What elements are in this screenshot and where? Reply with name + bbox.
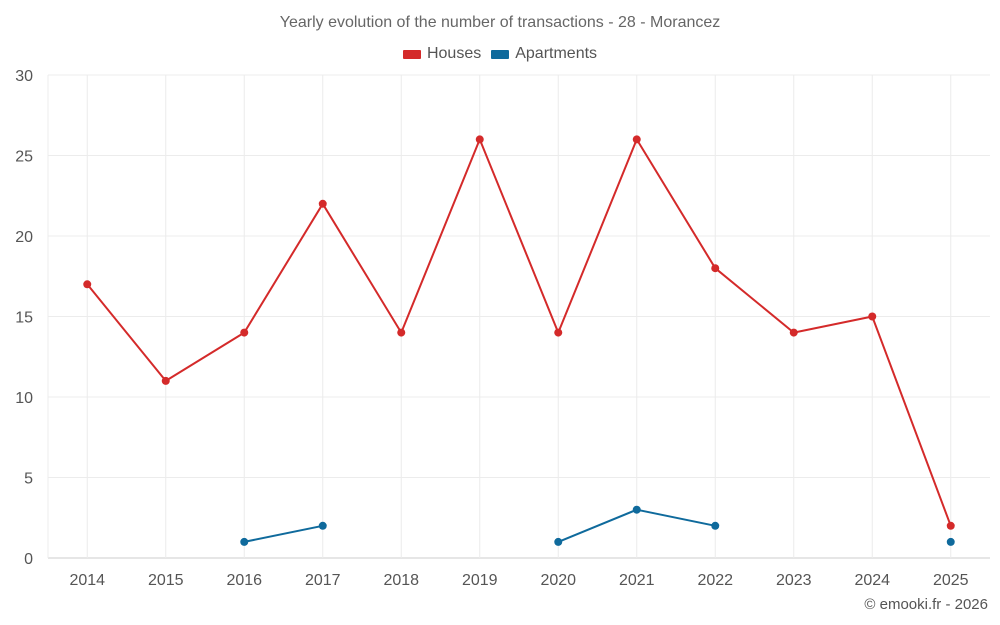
legend-label-apartments: Apartments: [515, 45, 598, 62]
x-tick-label: 2024: [854, 572, 890, 589]
data-point-apartments: [240, 537, 249, 546]
x-tick-label: 2022: [697, 572, 733, 589]
data-point-houses: [554, 328, 563, 337]
x-tick-label: 2021: [619, 572, 655, 589]
legend-item-houses[interactable]: Houses: [402, 45, 482, 63]
y-tick-label: 20: [15, 229, 33, 246]
data-point-apartments: [632, 505, 641, 514]
data-point-houses: [789, 328, 798, 337]
x-tick-label: 2018: [383, 572, 419, 589]
data-point-houses: [240, 328, 249, 337]
legend-label-houses: Houses: [426, 45, 482, 62]
data-point-houses: [711, 264, 720, 273]
legend: Houses Apartments: [0, 45, 1000, 63]
data-point-houses: [161, 376, 170, 385]
x-tick-label: 2023: [776, 572, 812, 589]
y-tick-label: 25: [15, 149, 33, 166]
y-tick-label: 30: [15, 68, 33, 85]
x-tick-label: 2020: [540, 572, 576, 589]
series-line-houses: [86, 138, 952, 527]
data-point-houses: [397, 328, 406, 337]
data-point-houses: [632, 135, 641, 144]
data-point-apartments: [318, 521, 327, 530]
y-tick-label: 5: [24, 471, 33, 488]
data-point-houses: [83, 280, 92, 289]
legend-swatch-houses: [402, 49, 421, 59]
data-point-houses: [946, 521, 955, 530]
chart-title: Yearly evolution of the number of transa…: [279, 14, 721, 31]
legend-item-apartments[interactable]: Apartments: [491, 45, 597, 63]
data-point-houses: [318, 199, 327, 208]
x-tick-label: 2014: [69, 572, 105, 589]
data-point-apartments: [711, 521, 720, 530]
data-point-apartments: [554, 537, 563, 546]
data-point-houses: [475, 135, 484, 144]
y-tick-label: 10: [15, 390, 33, 407]
x-tick-label: 2019: [462, 572, 498, 589]
y-tick-label: 0: [24, 551, 33, 568]
credit-text: © emooki.fr - 2026: [864, 596, 988, 613]
x-tick-label: 2015: [148, 572, 184, 589]
data-point-apartments: [946, 537, 955, 546]
data-point-houses: [868, 312, 877, 321]
x-tick-label: 2017: [305, 572, 341, 589]
legend-swatch-apartments: [491, 49, 510, 59]
series-line-apartments: [244, 524, 323, 543]
x-tick-label: 2016: [226, 572, 262, 589]
y-tick-label: 15: [15, 310, 33, 327]
x-tick-label: 2025: [933, 572, 969, 589]
